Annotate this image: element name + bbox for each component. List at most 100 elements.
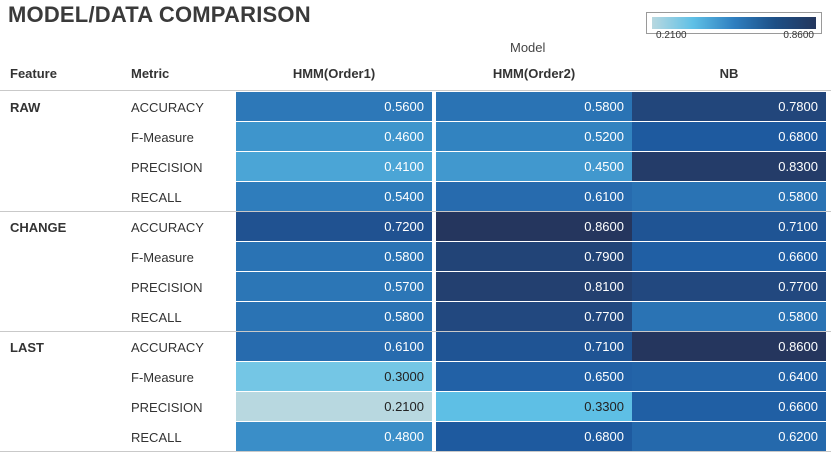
cell-value-label: 0.7200 bbox=[384, 219, 424, 234]
heatmap-cell: 0.8100 bbox=[436, 272, 632, 301]
column-header: HMM(Order1) bbox=[292, 66, 376, 81]
heatmap-cell: 0.6800 bbox=[632, 122, 826, 151]
legend-gradient bbox=[652, 17, 816, 29]
metric-header: Metric bbox=[131, 66, 170, 81]
metric-label: F-Measure bbox=[131, 250, 194, 265]
metric-label: RECALL bbox=[131, 190, 182, 205]
chart-title: MODEL/DATA COMPARISON bbox=[8, 2, 311, 27]
cell-value-label: 0.6100 bbox=[584, 189, 624, 204]
heatmap-cell: 0.5400 bbox=[236, 182, 432, 211]
cell-value-label: 0.8300 bbox=[778, 159, 818, 174]
heatmap-cell: 0.5800 bbox=[632, 302, 826, 331]
cell-value-label: 0.5200 bbox=[584, 129, 624, 144]
cell-value-label: 0.5400 bbox=[384, 189, 424, 204]
heatmap-cell: 0.6500 bbox=[436, 362, 632, 391]
heatmap-cell: 0.6400 bbox=[632, 362, 826, 391]
column-group-label: Model bbox=[510, 40, 546, 55]
heatmap-cell: 0.4600 bbox=[236, 122, 432, 151]
metric-label: F-Measure bbox=[131, 130, 194, 145]
feature-label: CHANGE bbox=[10, 220, 67, 235]
cell-value-label: 0.4800 bbox=[384, 429, 424, 444]
heatmap-cell: 0.5800 bbox=[436, 92, 632, 121]
heatmap-cell: 0.6600 bbox=[632, 242, 826, 271]
heatmap-cell: 0.5800 bbox=[236, 302, 432, 331]
heatmap-cell: 0.7700 bbox=[436, 302, 632, 331]
heatmap-cell: 0.3300 bbox=[436, 392, 632, 421]
heatmap-cell: 0.5200 bbox=[436, 122, 632, 151]
cell-value-label: 0.7100 bbox=[778, 219, 818, 234]
metric-label: PRECISION bbox=[131, 400, 203, 415]
cell-value-label: 0.7700 bbox=[778, 279, 818, 294]
cell-value-label: 0.8600 bbox=[584, 219, 624, 234]
heatmap-cell: 0.4100 bbox=[236, 152, 432, 181]
legend-bar bbox=[646, 12, 822, 34]
cell-value-label: 0.6500 bbox=[584, 369, 624, 384]
metric-label: ACCURACY bbox=[131, 220, 204, 235]
cell-value-label: 0.4100 bbox=[384, 159, 424, 174]
cell-value-label: 0.6100 bbox=[384, 339, 424, 354]
cell-value-label: 0.6800 bbox=[584, 429, 624, 444]
cell-value-label: 0.6600 bbox=[778, 399, 818, 414]
heatmap-cell: 0.7800 bbox=[632, 92, 826, 121]
metric-label: PRECISION bbox=[131, 160, 203, 175]
heatmap-cell: 0.6100 bbox=[436, 182, 632, 211]
cell-value-label: 0.4600 bbox=[384, 129, 424, 144]
metric-label: RECALL bbox=[131, 310, 182, 325]
feature-header: Feature bbox=[10, 66, 57, 81]
heatmap-cell: 0.6800 bbox=[436, 422, 632, 451]
cell-value-label: 0.5700 bbox=[384, 279, 424, 294]
heatmap-cell: 0.7900 bbox=[436, 242, 632, 271]
cell-value-label: 0.8100 bbox=[584, 279, 624, 294]
heatmap-cell: 0.6200 bbox=[632, 422, 826, 451]
cell-value-label: 0.3000 bbox=[384, 369, 424, 384]
cell-value-label: 0.6200 bbox=[778, 429, 818, 444]
cell-value-label: 0.5800 bbox=[584, 99, 624, 114]
cell-value-label: 0.7700 bbox=[584, 309, 624, 324]
legend-max-label: 0.8600 bbox=[783, 30, 814, 41]
cell-value-label: 0.6400 bbox=[778, 369, 818, 384]
heatmap-cell: 0.2100 bbox=[236, 392, 432, 421]
cell-value-label: 0.7100 bbox=[584, 339, 624, 354]
heatmap-cell: 0.3000 bbox=[236, 362, 432, 391]
cell-value-label: 0.5800 bbox=[778, 189, 818, 204]
metric-label: ACCURACY bbox=[131, 100, 204, 115]
cell-value-label: 0.7900 bbox=[584, 249, 624, 264]
cell-value-label: 0.3300 bbox=[584, 399, 624, 414]
heatmap-cell: 0.8300 bbox=[632, 152, 826, 181]
heatmap-cell: 0.5600 bbox=[236, 92, 432, 121]
heatmap-cell: 0.7700 bbox=[632, 272, 826, 301]
group-divider bbox=[0, 331, 831, 332]
cell-value-label: 0.5800 bbox=[778, 309, 818, 324]
header-divider bbox=[0, 90, 831, 91]
heatmap-cell: 0.7100 bbox=[436, 332, 632, 361]
cell-value-label: 0.5800 bbox=[384, 309, 424, 324]
cell-value-label: 0.6600 bbox=[778, 249, 818, 264]
metric-label: F-Measure bbox=[131, 370, 194, 385]
heatmap-cell: 0.6100 bbox=[236, 332, 432, 361]
metric-label: ACCURACY bbox=[131, 340, 204, 355]
heatmap-cell: 0.5800 bbox=[632, 182, 826, 211]
color-legend: 0.2100 0.8600 bbox=[646, 4, 824, 42]
heatmap-cell: 0.5800 bbox=[236, 242, 432, 271]
heatmap-cell: 0.4500 bbox=[436, 152, 632, 181]
feature-label: LAST bbox=[10, 340, 44, 355]
legend-min-label: 0.2100 bbox=[656, 30, 687, 41]
heatmap-cell: 0.7200 bbox=[236, 212, 432, 241]
heatmap-cell: 0.8600 bbox=[632, 332, 826, 361]
cell-value-label: 0.6800 bbox=[778, 129, 818, 144]
cell-value-label: 0.5600 bbox=[384, 99, 424, 114]
group-divider bbox=[0, 451, 831, 452]
heatmap-cell: 0.7100 bbox=[632, 212, 826, 241]
column-header: NB bbox=[719, 66, 739, 81]
cell-value-label: 0.4500 bbox=[584, 159, 624, 174]
column-header: HMM(Order2) bbox=[492, 66, 576, 81]
group-divider bbox=[0, 211, 831, 212]
metric-label: RECALL bbox=[131, 430, 182, 445]
feature-label: RAW bbox=[10, 100, 41, 115]
cell-value-label: 0.5800 bbox=[384, 249, 424, 264]
heatmap-cell: 0.6600 bbox=[632, 392, 826, 421]
heatmap-cell: 0.8600 bbox=[436, 212, 632, 241]
cell-value-label: 0.7800 bbox=[778, 99, 818, 114]
cell-value-label: 0.2100 bbox=[384, 399, 424, 414]
cell-value-label: 0.8600 bbox=[778, 339, 818, 354]
